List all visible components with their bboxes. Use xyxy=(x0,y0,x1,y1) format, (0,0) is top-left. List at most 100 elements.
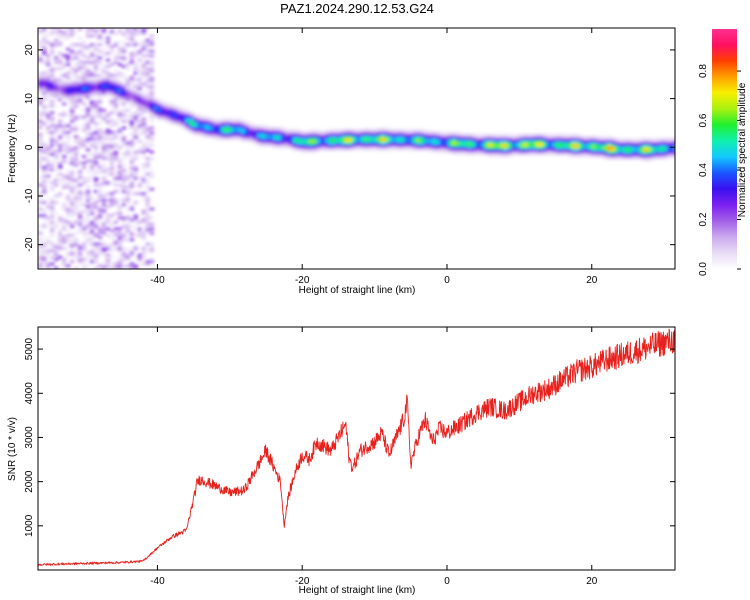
heatmap-cell xyxy=(503,135,509,139)
heatmap-cell xyxy=(73,240,79,244)
heatmap-cell xyxy=(105,253,111,257)
heatmap-cell xyxy=(38,242,43,246)
heatmap-cell xyxy=(117,266,123,269)
heatmap-cell xyxy=(189,117,194,121)
heatmap-cell xyxy=(85,93,91,97)
heatmap-cell xyxy=(416,128,421,132)
heatmap-cell xyxy=(663,152,668,156)
heatmap-cell xyxy=(145,102,151,106)
heatmap-cell xyxy=(42,242,47,246)
heatmap-cell xyxy=(133,244,139,248)
heatmap-cell xyxy=(49,159,55,163)
heatmap-cell xyxy=(117,146,123,150)
heatmap-cell xyxy=(491,137,497,141)
heatmap-cell xyxy=(225,135,230,139)
heatmap-cell xyxy=(117,255,123,259)
heatmap-cell xyxy=(69,194,75,198)
heatmap-cell xyxy=(675,151,680,154)
heatmap-cell xyxy=(352,144,358,147)
heatmap-cell xyxy=(97,82,103,86)
heatmap-cell xyxy=(81,240,87,244)
heatmap-cell xyxy=(487,150,493,154)
heatmap-cell xyxy=(479,139,485,143)
heatmap-cell xyxy=(483,146,489,150)
heatmap-cell xyxy=(141,104,147,108)
heatmap-cell xyxy=(97,227,103,231)
heatmap-cell xyxy=(209,135,214,139)
heatmap-cell xyxy=(129,120,135,123)
heatmap-cell xyxy=(424,148,429,152)
heatmap-cell xyxy=(129,39,135,42)
heatmap-cell xyxy=(663,148,668,152)
heatmap-cell xyxy=(197,131,202,134)
heatmap-cell xyxy=(141,155,147,158)
y-tick-label: 20 xyxy=(24,44,35,56)
heatmap-cell xyxy=(165,109,170,112)
heatmap-cell xyxy=(280,144,286,147)
heatmap-cell xyxy=(233,117,238,121)
heatmap-cell xyxy=(57,152,63,156)
heatmap-cell xyxy=(42,181,47,185)
heatmap-cell xyxy=(177,122,182,125)
heatmap-cell xyxy=(639,155,644,158)
heatmap-cell xyxy=(241,135,246,139)
heatmap-cell xyxy=(69,52,75,55)
heatmap-cell xyxy=(101,166,107,169)
heatmap-cell xyxy=(233,122,238,125)
heatmap-cell xyxy=(105,91,111,95)
heatmap-cell xyxy=(300,131,306,134)
heatmap-cell xyxy=(292,139,298,143)
heatmap-cell xyxy=(185,117,190,121)
heatmap-cell xyxy=(65,207,71,211)
heatmap-cell xyxy=(73,115,79,119)
heatmap-cell xyxy=(93,30,99,33)
heatmap-cell xyxy=(376,128,381,132)
heatmap-cell xyxy=(97,36,103,40)
heatmap-cell xyxy=(611,144,616,147)
heatmap-cell xyxy=(360,128,366,132)
heatmap-cell xyxy=(101,227,107,231)
heatmap-cell xyxy=(113,60,119,64)
heatmap-cell xyxy=(543,137,549,141)
heatmap-cell xyxy=(241,124,246,128)
heatmap-cell xyxy=(133,102,139,106)
heatmap-cell xyxy=(149,67,155,71)
heatmap-cell xyxy=(57,238,63,242)
heatmap-cell xyxy=(61,32,67,36)
heatmap-cell xyxy=(93,82,99,86)
heatmap-cell xyxy=(324,133,330,136)
heatmap-cell xyxy=(49,144,55,147)
heatmap-cell xyxy=(169,117,174,121)
heatmap-cell xyxy=(53,87,59,90)
heatmap-cell xyxy=(109,223,115,226)
heatmap-cell xyxy=(384,128,389,132)
heatmap-cell xyxy=(81,74,87,77)
heatmap-cell xyxy=(53,56,59,60)
heatmap-cell xyxy=(117,56,123,60)
heatmap-cell xyxy=(404,146,409,150)
heatmap-cell xyxy=(141,69,147,73)
heatmap-cell xyxy=(647,155,652,158)
heatmap-cell xyxy=(280,139,286,143)
heatmap-cell xyxy=(49,225,55,228)
heatmap-cell xyxy=(77,190,83,193)
heatmap-cell xyxy=(396,135,401,139)
heatmap-cell xyxy=(105,152,111,156)
heatmap-cell xyxy=(57,231,63,235)
heatmap-cell xyxy=(93,32,99,36)
heatmap-cell xyxy=(607,144,612,147)
heatmap-cell xyxy=(69,163,75,167)
heatmap-cell xyxy=(141,93,147,97)
heatmap-cell xyxy=(507,155,513,158)
heatmap-cell xyxy=(93,65,99,68)
heatmap-cell xyxy=(133,216,139,220)
heatmap-cell xyxy=(97,141,103,145)
heatmap-cell xyxy=(113,157,119,161)
heatmap-cell xyxy=(348,128,354,132)
heatmap-cell xyxy=(105,227,111,231)
heatmap-cell xyxy=(105,148,111,152)
heatmap-cell xyxy=(372,137,377,141)
heatmap-cell xyxy=(647,148,652,152)
heatmap-cell xyxy=(217,122,222,125)
heatmap-cell xyxy=(65,91,71,95)
